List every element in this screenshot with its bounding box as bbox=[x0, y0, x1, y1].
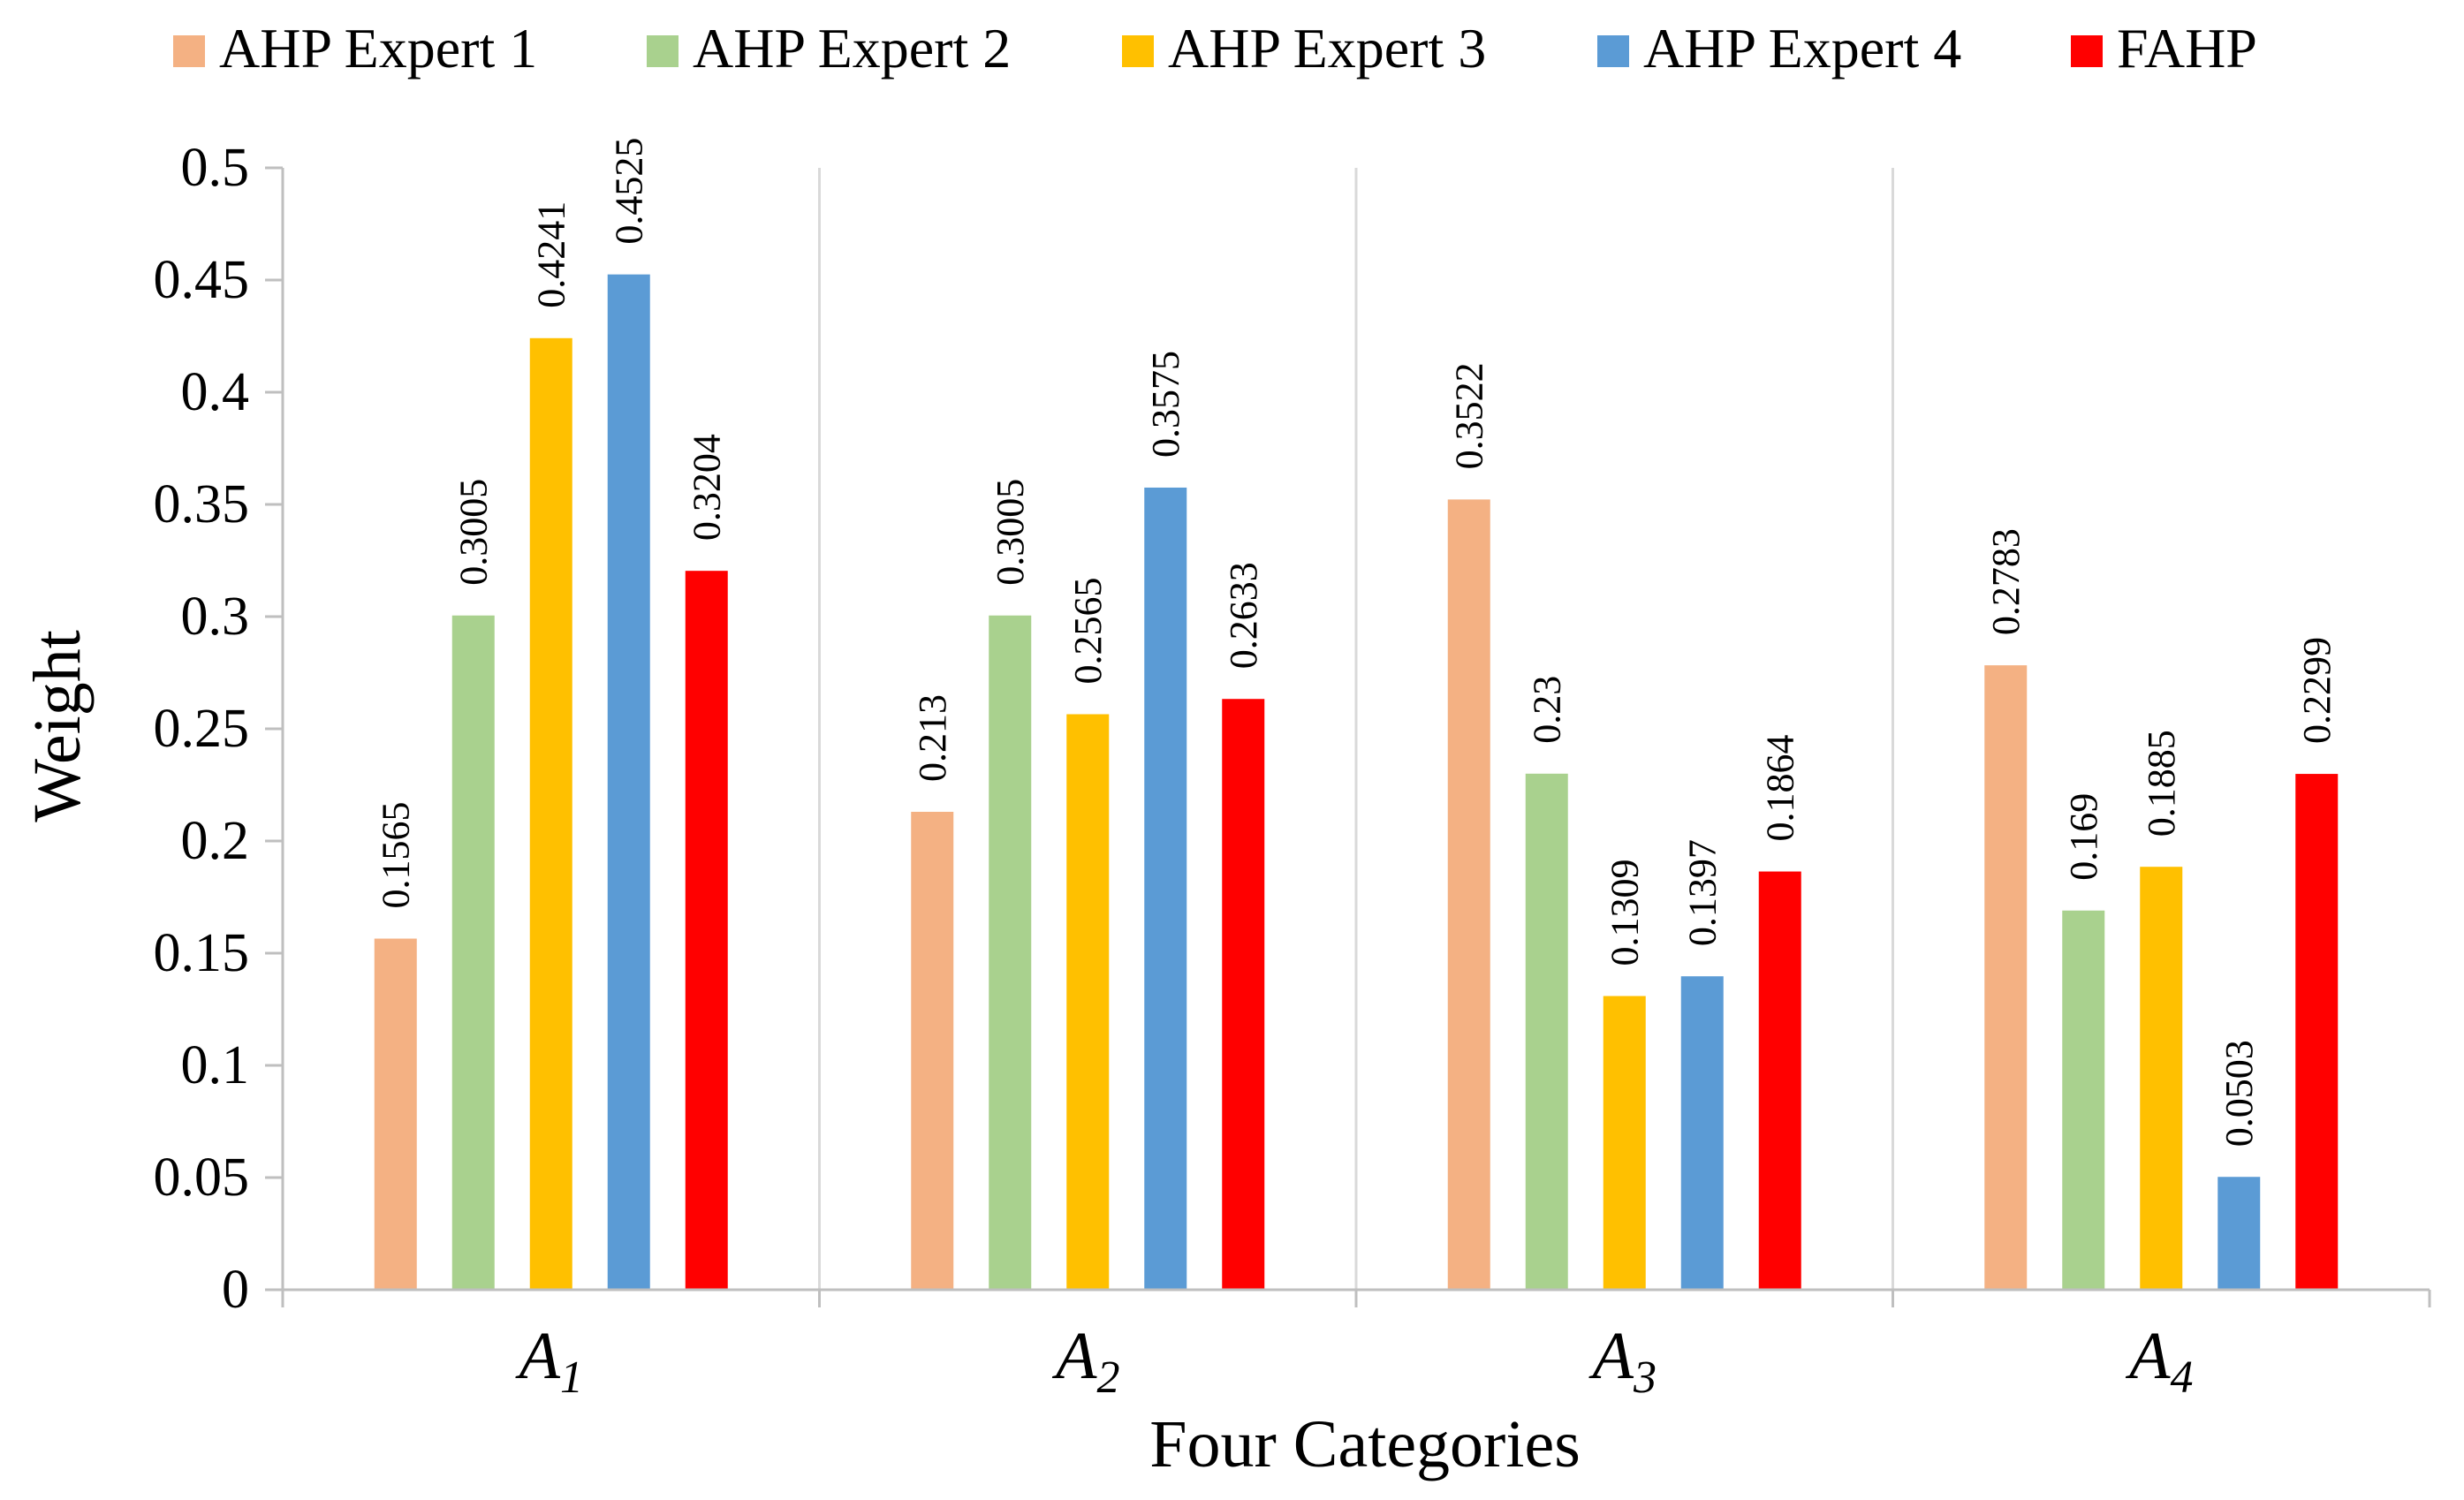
y-tick-label: 0.05 bbox=[154, 1148, 250, 1208]
legend-label: AHP Expert 2 bbox=[693, 17, 1011, 80]
legend-label: AHP Expert 4 bbox=[1643, 17, 1961, 80]
bar-ahp-expert-3-cat-1 bbox=[529, 337, 572, 1290]
legend-swatch bbox=[2071, 35, 2103, 67]
bar-ahp-expert-1-cat-4 bbox=[1984, 665, 2028, 1290]
bar-ahp-expert-4-cat-4 bbox=[2218, 1177, 2261, 1290]
data-label: 0.3005 bbox=[989, 479, 1032, 586]
bar-ahp-expert-1-cat-2 bbox=[911, 811, 954, 1290]
bar-ahp-expert-2-cat-4 bbox=[2062, 910, 2105, 1290]
bar-fahp-cat-2 bbox=[1222, 699, 1265, 1290]
bar-ahp-expert-2-cat-3 bbox=[1525, 773, 1568, 1290]
bar-fahp-cat-4 bbox=[2295, 774, 2339, 1290]
data-label: 0.23 bbox=[1526, 676, 1569, 744]
bar-ahp-expert-3-cat-2 bbox=[1066, 714, 1110, 1290]
data-label: 0.1885 bbox=[2140, 730, 2183, 837]
legend-label: AHP Expert 3 bbox=[1168, 17, 1486, 80]
legend-swatch bbox=[1122, 35, 1154, 67]
x-tick-label: A1 bbox=[515, 1319, 583, 1403]
bar-ahp-expert-4-cat-1 bbox=[607, 274, 650, 1290]
x-tick-label: A4 bbox=[2125, 1319, 2193, 1403]
y-tick-label: 0.45 bbox=[154, 250, 250, 310]
data-label: 0.1565 bbox=[375, 801, 418, 908]
data-label: 0.4525 bbox=[608, 138, 651, 245]
y-tick-label: 0.15 bbox=[154, 923, 250, 983]
y-tick-label: 0.1 bbox=[181, 1035, 250, 1095]
bar-ahp-expert-2-cat-2 bbox=[989, 615, 1032, 1290]
legend-label: AHP Expert 1 bbox=[219, 17, 537, 80]
bar-ahp-expert-3-cat-4 bbox=[2140, 867, 2183, 1290]
data-label: 0.3204 bbox=[686, 434, 729, 541]
legend-swatch bbox=[1597, 35, 1629, 67]
data-label: 0.0503 bbox=[2218, 1040, 2261, 1147]
legend-swatch bbox=[647, 35, 679, 67]
bar-ahp-expert-1-cat-1 bbox=[374, 938, 417, 1290]
y-tick-label: 0.4 bbox=[181, 362, 250, 422]
legend: AHP Expert 1 AHP Expert 2 AHP Expert 3 AHP … bbox=[173, 17, 2257, 80]
data-label: 0.1397 bbox=[1681, 839, 1725, 946]
category-separators bbox=[818, 168, 1894, 1307]
y-tick-label: 0.3 bbox=[181, 587, 250, 647]
y-tick-label: 0.35 bbox=[154, 474, 250, 534]
x-axis-title: Four Categories bbox=[1149, 1407, 1581, 1481]
bar-fahp-cat-3 bbox=[1758, 871, 1801, 1290]
y-tick-label: 0.25 bbox=[154, 699, 250, 759]
bar-ahp-expert-4-cat-3 bbox=[1680, 976, 1724, 1290]
data-label: 0.2565 bbox=[1066, 577, 1110, 684]
bar-ahp-expert-4-cat-2 bbox=[1144, 487, 1187, 1290]
y-axis: 0 0.05 0.1 0.15 0.2 0.25 0.3 0.35 0.4 0.45 0.5 bbox=[154, 138, 284, 1320]
data-label: 0.1309 bbox=[1603, 860, 1647, 966]
data-label: 0.2633 bbox=[1222, 562, 1265, 669]
bars bbox=[374, 274, 2339, 1290]
y-tick-label: 0.2 bbox=[181, 811, 250, 871]
x-axis: A1 A2 A3 A4 bbox=[281, 1288, 2431, 1403]
bar-ahp-expert-2-cat-1 bbox=[451, 615, 495, 1290]
bar-ahp-expert-3-cat-3 bbox=[1603, 996, 1646, 1290]
legend-swatch bbox=[173, 35, 205, 67]
data-labels: 0.1565 0.3005 0.4241 0.4525 0.3204 0.213 0.300… bbox=[375, 138, 2339, 1148]
data-label: 0.3522 bbox=[1448, 362, 1491, 469]
bar-fahp-cat-1 bbox=[685, 571, 728, 1290]
y-tick-label: 0.5 bbox=[181, 138, 250, 198]
x-tick-label: A3 bbox=[1588, 1319, 1657, 1403]
data-label: 0.2783 bbox=[1984, 528, 2028, 635]
data-label: 0.213 bbox=[911, 694, 954, 782]
x-tick-label: A2 bbox=[1051, 1319, 1119, 1403]
data-label: 0.3005 bbox=[452, 479, 496, 586]
bar-ahp-expert-1-cat-3 bbox=[1447, 499, 1490, 1290]
y-axis-title: Weight bbox=[20, 630, 95, 822]
data-label: 0.3575 bbox=[1144, 351, 1187, 458]
legend-label: FAHP bbox=[2117, 17, 2257, 80]
data-label: 0.4241 bbox=[530, 201, 573, 308]
data-label: 0.169 bbox=[2062, 793, 2105, 881]
data-label: 0.1864 bbox=[1759, 735, 1802, 842]
data-label: 0.2299 bbox=[2295, 637, 2339, 744]
y-tick-label: 0 bbox=[222, 1260, 249, 1320]
